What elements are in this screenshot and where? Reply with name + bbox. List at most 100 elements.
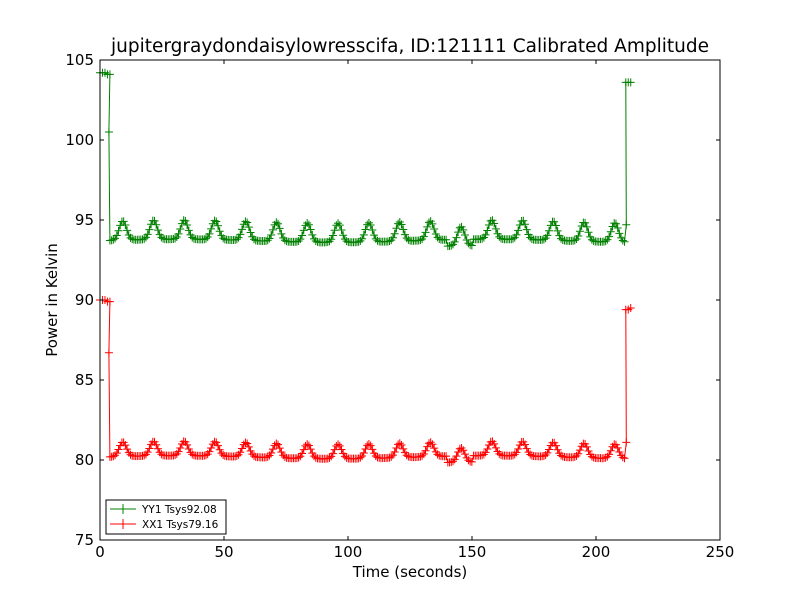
- data-point: [238, 444, 247, 453]
- data-point: [550, 217, 559, 226]
- data-point: [272, 439, 281, 448]
- data-point: [328, 231, 337, 240]
- data-point: [551, 441, 560, 450]
- data-point: [304, 441, 313, 450]
- data-point: [246, 228, 255, 237]
- data-point: [467, 457, 476, 466]
- data-point: [267, 230, 276, 239]
- data-point: [188, 450, 197, 459]
- data-point: [613, 223, 622, 232]
- x-tick-label: 150: [458, 543, 487, 561]
- data-point: [361, 445, 370, 454]
- data-point: [424, 439, 433, 448]
- data-point: [337, 226, 346, 235]
- data-point: [215, 227, 224, 236]
- axis-ticks: 0 50 100 150 200 250 75 80 85 90 95 100 105: [65, 51, 734, 561]
- data-point: [514, 226, 523, 235]
- data-point: [460, 231, 469, 240]
- data-point: [557, 234, 566, 243]
- data-point: [626, 78, 635, 87]
- data-point: [557, 451, 566, 460]
- data-point: [392, 443, 401, 452]
- data-point: [575, 446, 584, 455]
- data-point: [210, 437, 219, 446]
- data-point: [294, 236, 303, 245]
- data-point: [311, 237, 320, 246]
- data-point: [452, 452, 461, 461]
- data-point: [431, 229, 440, 238]
- data-point: [232, 451, 241, 460]
- data-point: [231, 235, 240, 244]
- data-point: [605, 450, 614, 459]
- y-tick-label: 100: [65, 131, 94, 149]
- data-point: [426, 438, 435, 447]
- data-point: [145, 225, 154, 234]
- y-axis-label: Power in Kelvin: [43, 243, 61, 357]
- data-point: [359, 449, 368, 458]
- data-point: [143, 230, 152, 239]
- y-tick-label: 105: [65, 51, 94, 69]
- data-point: [188, 233, 197, 242]
- data-point: [174, 229, 183, 238]
- data-point: [203, 233, 212, 242]
- data-point: [212, 438, 221, 447]
- legend-box: [105, 499, 227, 535]
- series-xx1: [96, 296, 635, 467]
- data-point: [553, 445, 562, 454]
- data-point: [582, 442, 591, 451]
- data-point: [107, 236, 116, 245]
- data-point: [183, 220, 192, 229]
- data-point: [428, 219, 437, 228]
- data-point: [545, 445, 554, 454]
- data-point: [606, 446, 615, 455]
- x-tick-label: 50: [214, 543, 233, 561]
- data-point: [244, 442, 253, 451]
- data-point: [280, 236, 289, 245]
- data-point: [421, 446, 430, 455]
- data-point: [527, 235, 536, 244]
- data-point: [184, 444, 193, 453]
- data-point: [373, 236, 382, 245]
- data-point: [176, 443, 185, 452]
- data-point: [392, 224, 401, 233]
- data-point: [358, 234, 367, 243]
- data-point: [601, 453, 610, 462]
- data-point: [388, 233, 397, 242]
- data-point: [366, 221, 375, 230]
- data-point: [342, 453, 351, 462]
- data-point: [397, 220, 406, 229]
- data-point: [404, 235, 413, 244]
- data-point: [236, 448, 245, 457]
- data-point: [361, 225, 370, 234]
- data-point: [620, 237, 629, 246]
- data-point: [448, 457, 457, 466]
- data-point: [299, 445, 308, 454]
- data-point: [450, 237, 459, 246]
- data-point: [521, 220, 530, 229]
- data-point: [275, 444, 284, 453]
- data-point: [328, 449, 337, 458]
- data-point: [143, 448, 152, 457]
- data-point: [114, 445, 123, 454]
- data-point: [435, 235, 444, 244]
- data-point: [325, 237, 334, 246]
- data-point: [339, 231, 348, 240]
- data-point: [442, 235, 451, 244]
- data-point: [618, 453, 627, 462]
- data-point: [626, 304, 635, 312]
- data-point: [539, 235, 548, 244]
- data-point: [421, 228, 430, 237]
- data-point: [582, 222, 591, 231]
- series-yy1: [96, 68, 635, 251]
- data-point: [545, 226, 554, 235]
- data-point: [241, 217, 250, 226]
- data-point: [366, 441, 375, 450]
- y-tick-label: 75: [75, 531, 94, 549]
- data-point: [430, 444, 439, 453]
- data-point: [123, 226, 132, 235]
- data-point: [184, 226, 193, 235]
- data-point: [515, 220, 524, 229]
- data-point: [205, 229, 214, 238]
- data-point: [298, 449, 307, 458]
